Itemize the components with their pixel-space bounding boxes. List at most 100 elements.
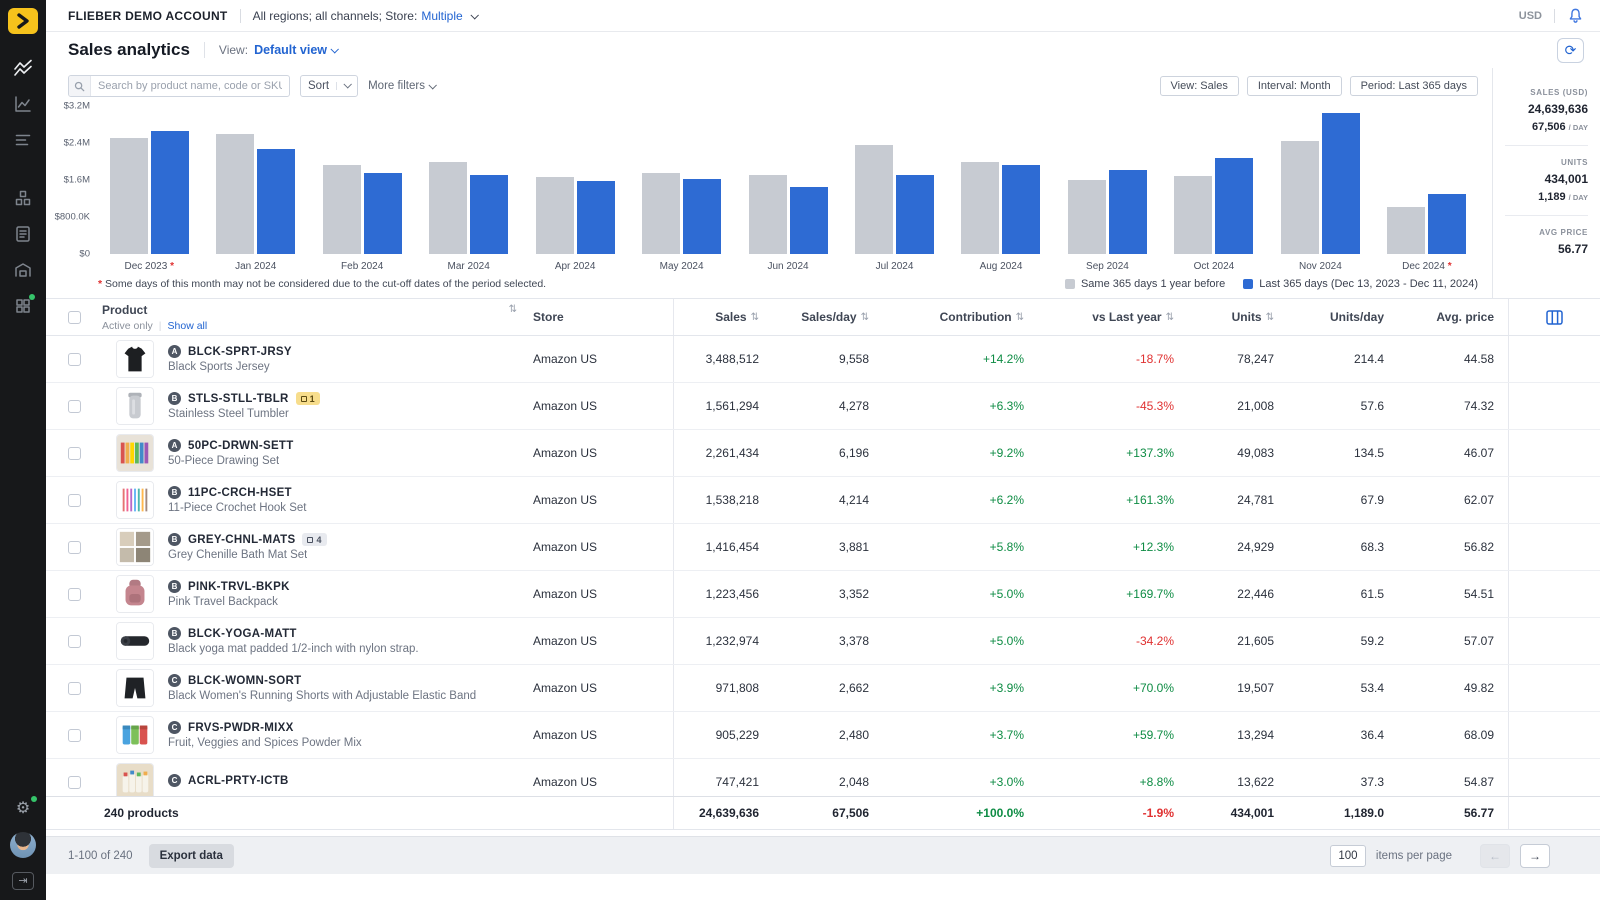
bar-current-period[interactable]: [576, 181, 615, 254]
view-chip[interactable]: View: Sales: [1159, 76, 1239, 96]
column-sales-day[interactable]: Sales/day: [801, 310, 857, 324]
period-chip[interactable]: Period: Last 365 days: [1349, 76, 1478, 96]
table-row[interactable]: B BLCK-YOGA-MATT Black yoga mat padded 1/2…: [46, 618, 1600, 665]
row-checkbox[interactable]: [67, 446, 81, 460]
product-count-chip: 1: [295, 392, 320, 405]
stat-units: UNITS 434,001 1,189 / DAY: [1505, 145, 1588, 215]
bar-current-period[interactable]: [150, 131, 189, 254]
bar-previous-period[interactable]: [1387, 207, 1426, 254]
row-checkbox[interactable]: [67, 399, 81, 413]
bar-previous-period[interactable]: [322, 165, 361, 254]
bar-previous-period[interactable]: [642, 173, 681, 254]
table-row[interactable]: B 11PC-CRCH-HSET 11-Piece Crochet Hook Set…: [46, 477, 1600, 524]
sales-analytics-icon[interactable]: [0, 50, 46, 86]
bar-previous-period[interactable]: [855, 145, 894, 254]
row-checkbox[interactable]: [67, 634, 81, 648]
bar-previous-period[interactable]: [216, 134, 255, 254]
table-row[interactable]: B PINK-TRVL-BKPK Pink Travel Backpack Amazo…: [46, 571, 1600, 618]
column-units[interactable]: Units: [1231, 310, 1262, 324]
bar-current-period[interactable]: [896, 175, 935, 254]
column-store[interactable]: Store: [533, 310, 564, 324]
show-all-link[interactable]: Show all: [167, 319, 208, 332]
bar-current-period[interactable]: [1428, 194, 1467, 254]
forecast-icon[interactable]: [0, 86, 46, 122]
inventory-levels-icon[interactable]: [0, 122, 46, 158]
row-checkbox[interactable]: [67, 493, 81, 507]
column-vs-last-year[interactable]: vs Last year: [1092, 310, 1162, 324]
table-row[interactable]: C FRVS-PWDR-MIXX Fruit, Veggies and Spices…: [46, 712, 1600, 759]
row-checkbox[interactable]: [67, 775, 81, 789]
bar-current-period[interactable]: [1215, 158, 1254, 254]
legend-previous-period[interactable]: Same 365 days 1 year before: [1064, 278, 1225, 290]
interval-chip[interactable]: Interval: Month: [1246, 76, 1342, 96]
user-avatar[interactable]: [10, 832, 36, 858]
select-all-checkbox[interactable]: [67, 310, 81, 324]
table-row[interactable]: B GREY-CHNL-MATS 4 Grey Chenille Bath Mat S…: [46, 524, 1600, 571]
bar-previous-period[interactable]: [748, 175, 787, 254]
chart-month-label: Sep 2024: [1086, 261, 1129, 272]
bar-previous-period[interactable]: [961, 162, 1000, 254]
column-contribution[interactable]: Contribution: [939, 310, 1012, 324]
more-filters-button[interactable]: More filters: [368, 80, 437, 92]
column-avg-price[interactable]: Avg. price: [1436, 310, 1494, 324]
row-checkbox[interactable]: [67, 587, 81, 601]
bar-current-period[interactable]: [363, 173, 402, 254]
bar-current-period[interactable]: [683, 179, 722, 254]
bar-current-period[interactable]: [1108, 170, 1147, 254]
bar-previous-period[interactable]: [1067, 180, 1106, 254]
row-checkbox[interactable]: [67, 728, 81, 742]
row-checkbox[interactable]: [67, 352, 81, 366]
sort-icon[interactable]: ⇅: [1265, 311, 1274, 323]
bar-current-period[interactable]: [470, 175, 509, 254]
settings-notification-dot: [31, 796, 37, 802]
purchase-orders-icon[interactable]: [0, 216, 46, 252]
page-size-input[interactable]: [1329, 844, 1366, 867]
integrations-icon[interactable]: [0, 288, 46, 324]
sort-icon[interactable]: ⇅: [750, 311, 759, 323]
bar-current-period[interactable]: [1002, 165, 1041, 254]
bar-previous-period[interactable]: [1280, 141, 1319, 254]
bar-previous-period[interactable]: [429, 162, 468, 254]
next-page-button[interactable]: →: [1520, 843, 1550, 868]
table-row[interactable]: A BLCK-SPRT-JRSY Black Sports Jersey Amazon…: [46, 336, 1600, 383]
column-product[interactable]: Product: [102, 302, 148, 317]
sidebar-collapse-button[interactable]: ⇥: [12, 872, 34, 890]
sort-icon[interactable]: ⇅: [1165, 311, 1174, 323]
bar-current-period[interactable]: [257, 149, 296, 254]
row-checkbox[interactable]: [67, 540, 81, 554]
flieber-logo-icon[interactable]: [8, 8, 38, 34]
sort-icon[interactable]: ⇅: [508, 304, 517, 315]
grade-badge: C: [168, 721, 181, 734]
bell-icon[interactable]: [1567, 7, 1584, 24]
table-row[interactable]: C BLCK-WOMN-SORT Black Women's Running Sho…: [46, 665, 1600, 712]
bar-previous-period[interactable]: [1174, 176, 1213, 254]
sort-icon[interactable]: ⇅: [860, 311, 869, 323]
refresh-button[interactable]: ⟳: [1557, 37, 1584, 63]
product-description: Fruit, Veggies and Spices Powder Mix: [168, 737, 362, 749]
warehouse-icon[interactable]: [0, 252, 46, 288]
column-settings-icon[interactable]: [1546, 309, 1563, 325]
bar-current-period[interactable]: [1321, 113, 1360, 254]
cell-sales-day: 9,558: [838, 352, 869, 366]
total-units-day: 1,189.0: [1343, 806, 1384, 820]
scope-selector[interactable]: All regions; all channels; Store: Multip…: [253, 9, 479, 23]
table-row[interactable]: B STLS-STLL-TBLR 1 Stainless Steel Tumbler A…: [46, 383, 1600, 430]
sort-icon[interactable]: ⇅: [1015, 311, 1024, 323]
sort-dropdown[interactable]: Sort: [300, 75, 359, 97]
previous-page-button[interactable]: ←: [1480, 843, 1510, 868]
table-row[interactable]: A 50PC-DRWN-SETT 50-Piece Drawing Set Amazo…: [46, 430, 1600, 477]
settings-gear-icon[interactable]: ⚙: [11, 796, 37, 818]
replenishment-icon[interactable]: [0, 180, 46, 216]
bar-previous-period[interactable]: [109, 138, 148, 254]
table-row[interactable]: C ACRL-PRTY-ICTB Amazon US 747,421 2,048 +3.0…: [46, 759, 1600, 796]
bar-previous-period[interactable]: [535, 177, 574, 254]
column-units-day[interactable]: Units/day: [1329, 310, 1384, 324]
row-checkbox[interactable]: [67, 681, 81, 695]
view-selector[interactable]: Default view: [254, 43, 339, 57]
legend-current-period[interactable]: Last 365 days (Dec 13, 2023 - Dec 11, 20…: [1243, 278, 1478, 290]
export-data-button[interactable]: Export data: [148, 843, 234, 868]
search-input[interactable]: [91, 80, 289, 92]
bar-current-period[interactable]: [789, 187, 828, 254]
column-sales[interactable]: Sales: [715, 310, 747, 324]
product-description: 11-Piece Crochet Hook Set: [168, 502, 307, 514]
